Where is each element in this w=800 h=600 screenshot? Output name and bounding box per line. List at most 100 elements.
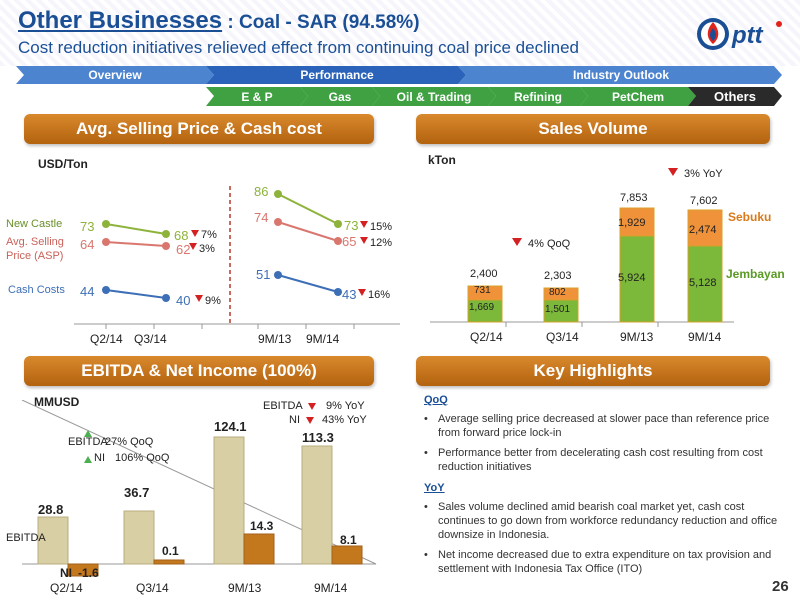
section-title-asp: Avg. Selling Price & Cash cost xyxy=(24,114,374,144)
sales-bar-sebuku-q3 xyxy=(543,287,579,301)
sales-qoq: 4% QoQ xyxy=(528,238,571,250)
nav-refining[interactable]: Refining xyxy=(514,89,562,104)
ni-bar-q3 xyxy=(153,559,185,565)
ni-val-9m13: 14.3 xyxy=(250,519,274,533)
asp-val-asp-9m13: 74 xyxy=(254,210,269,225)
nc-point xyxy=(102,220,110,228)
nav-oil-trading[interactable]: Oil & Trading xyxy=(396,89,472,104)
ebitda-bar-q3 xyxy=(123,510,155,565)
cc-point xyxy=(334,288,342,296)
ebitda-unit: MMUSD xyxy=(34,395,80,409)
down-arrow-icon xyxy=(308,403,316,410)
nav-petchem[interactable]: PetChem xyxy=(611,89,664,104)
list-item: Sales volume declined amid bearish coal … xyxy=(424,500,784,542)
down-arrow-icon xyxy=(360,237,368,244)
ni-val-9m14: 8.1 xyxy=(340,533,357,547)
ni-val-q3: 0.1 xyxy=(162,544,179,558)
asp-val-cc-9m13: 51 xyxy=(256,267,271,282)
sales-seb-9m14: 2,474 xyxy=(689,224,717,236)
ebitda-val-q2: 28.8 xyxy=(38,502,64,517)
asp-line-left xyxy=(105,241,167,247)
ebitda-qoq-label: EBITDA xyxy=(68,436,108,448)
ni-yoy: 43% YoY xyxy=(322,414,367,426)
nav-gas[interactable]: Gas xyxy=(328,89,352,104)
asp-chg-cc-left: 9% xyxy=(205,295,221,307)
asp-line-right xyxy=(277,221,339,242)
nav-performance[interactable]: Performance xyxy=(300,68,374,82)
ebitda-val-q3: 36.7 xyxy=(124,485,150,500)
down-arrow-icon xyxy=(360,221,368,228)
sales-jem-q2: 1,669 xyxy=(469,302,495,313)
asp-val-nc-9m13: 86 xyxy=(254,184,269,199)
ebitda-cat-9m14: 9M/14 xyxy=(314,581,348,595)
asp-unit: USD/Ton xyxy=(38,157,88,171)
ebitda-bar-9m13 xyxy=(213,436,245,565)
sales-cat-9m14: 9M/14 xyxy=(688,330,722,344)
highlights-yoy-heading: YoY xyxy=(424,482,445,494)
ni-qoq: 106% QoQ xyxy=(115,452,170,464)
asp-chg-asp-right: 12% xyxy=(370,237,393,249)
sales-total-9m13: 7,853 xyxy=(620,192,648,204)
highlights-qoq-list: Average selling price decreased at slowe… xyxy=(424,412,784,474)
title-business: Other Businesses xyxy=(18,7,223,34)
asp-cat-9m13: 9M/13 xyxy=(258,332,292,346)
sales-cat-9m13: 9M/13 xyxy=(620,330,654,344)
section-title-highlights: Key Highlights xyxy=(416,356,770,386)
down-arrow-icon xyxy=(195,295,203,302)
nc-line-left xyxy=(105,223,167,235)
asp-val-asp-9m14: 65 xyxy=(342,234,357,249)
asp-label-asp-line2: Price (ASP) xyxy=(6,250,64,262)
sales-bar-jembayan-9m13 xyxy=(619,235,655,323)
nc-point xyxy=(274,190,282,198)
asp-point xyxy=(102,238,110,246)
ebitda-cat-q2: Q2/14 xyxy=(50,581,83,595)
asp-cat-q2: Q2/14 xyxy=(90,332,123,346)
asp-val-nc-q2: 73 xyxy=(80,219,95,234)
ebitda-cat-9m13: 9M/13 xyxy=(228,581,262,595)
sales-yoy: 3% YoY xyxy=(684,168,723,180)
asp-cat-q3: Q3/14 xyxy=(134,332,167,346)
down-arrow-icon xyxy=(189,243,197,250)
page-subtitle: Cost reduction initiatives relieved effe… xyxy=(18,38,579,57)
nav-overview[interactable]: Overview xyxy=(88,68,142,82)
ni-bar-9m13 xyxy=(243,533,275,565)
ni-val-q2: -1.6 xyxy=(78,566,99,580)
section-title-sales: Sales Volume xyxy=(416,114,770,144)
nc-point xyxy=(334,220,342,228)
sales-seb-q3: 802 xyxy=(549,287,566,298)
sales-chart-svg xyxy=(430,168,734,327)
cc-line-right xyxy=(277,274,339,293)
sales-unit: kTon xyxy=(428,153,456,167)
cc-point xyxy=(102,286,110,294)
asp-val-cc-q2: 44 xyxy=(80,284,95,299)
up-arrow-icon xyxy=(84,456,92,463)
nav-ep[interactable]: E & P xyxy=(241,89,273,104)
ebitda-yoy: 9% YoY xyxy=(326,400,365,412)
ebitda-bar-9m14 xyxy=(301,445,333,565)
asp-point xyxy=(162,242,170,250)
sales-cat-q2: Q2/14 xyxy=(470,330,503,344)
ni-bar-q2 xyxy=(67,563,99,577)
ni-bar-9m14 xyxy=(331,545,363,565)
asp-val-cc-q3: 40 xyxy=(176,293,191,308)
asp-chg-asp-left: 3% xyxy=(199,243,215,255)
asp-val-nc-q3: 68 xyxy=(174,228,189,243)
asp-cat-9m14: 9M/14 xyxy=(306,332,340,346)
ni-qoq-label: NI xyxy=(94,452,105,464)
page-title: Other Businesses : Coal - SAR (94.58%) xyxy=(18,7,420,35)
asp-label-asp-line1: Avg. Selling xyxy=(6,236,64,248)
ebitda-cat-q3: Q3/14 xyxy=(136,581,169,595)
sales-jem-9m13: 5,924 xyxy=(618,272,646,284)
nav-industry-outlook[interactable]: Industry Outlook xyxy=(573,68,669,82)
asp-chg-cc-right: 16% xyxy=(368,289,391,301)
svg-text:ptt: ptt xyxy=(731,22,764,49)
sales-bar-sebuku-9m14 xyxy=(687,209,723,247)
nav-others[interactable]: Others xyxy=(714,89,756,104)
ebitda-series-label: EBITDA xyxy=(6,532,46,544)
sales-bar-sebuku-q2 xyxy=(467,285,503,301)
nav-arrows xyxy=(16,66,782,106)
sales-seb-q2: 731 xyxy=(474,285,491,296)
asp-point xyxy=(334,237,342,245)
down-arrow-icon xyxy=(306,417,314,424)
sales-legend-sebuku: Sebuku xyxy=(728,210,772,224)
